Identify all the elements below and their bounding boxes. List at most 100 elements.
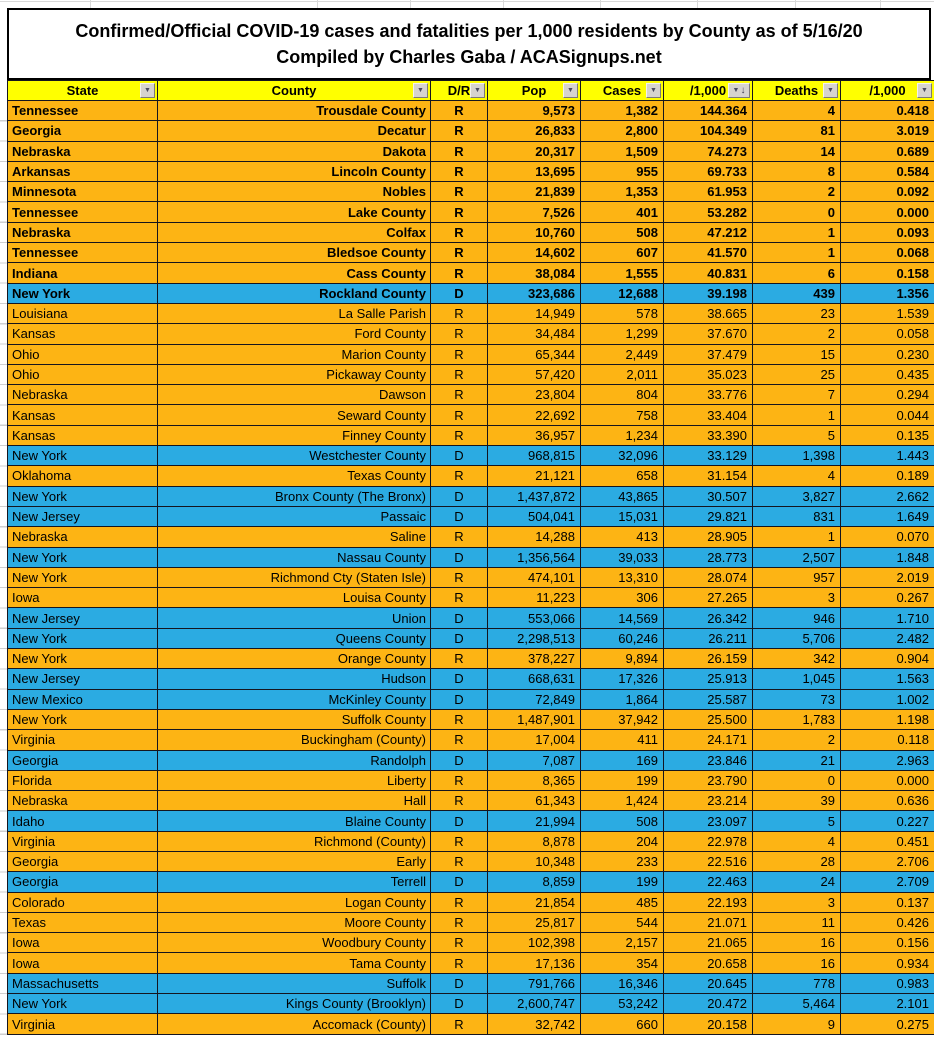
cell-dr[interactable]: R: [431, 527, 488, 547]
cell-deaths[interactable]: 4: [753, 831, 841, 851]
cell-pop[interactable]: 102,398: [488, 933, 581, 953]
cell-cases[interactable]: 508: [581, 811, 664, 831]
cell-deaths[interactable]: 6: [753, 263, 841, 283]
cell-pop[interactable]: 65,344: [488, 344, 581, 364]
cell-state[interactable]: Kansas: [8, 324, 158, 344]
cell-deaths[interactable]: 0: [753, 770, 841, 790]
cell-deaths-per-1000[interactable]: 0.156: [841, 933, 934, 953]
column-header-deaths-per-1000[interactable]: /1,000▼: [841, 81, 934, 101]
cell-state[interactable]: Idaho: [8, 811, 158, 831]
cell-deaths[interactable]: 2: [753, 324, 841, 344]
cell-deaths[interactable]: 1,783: [753, 709, 841, 729]
cell-cases[interactable]: 1,509: [581, 141, 664, 161]
cell-deaths[interactable]: 5: [753, 811, 841, 831]
cell-dr[interactable]: R: [431, 101, 488, 121]
cell-deaths[interactable]: 28: [753, 851, 841, 871]
cell-deaths-per-1000[interactable]: 2.101: [841, 994, 934, 1014]
cell-cases-per-1000[interactable]: 20.158: [664, 1014, 753, 1034]
cell-deaths-per-1000[interactable]: 0.636: [841, 791, 934, 811]
cell-cases-per-1000[interactable]: 41.570: [664, 243, 753, 263]
cell-deaths-per-1000[interactable]: 0.044: [841, 405, 934, 425]
column-header-pop[interactable]: Pop▼: [488, 81, 581, 101]
cell-deaths[interactable]: 439: [753, 283, 841, 303]
cell-cases[interactable]: 660: [581, 1014, 664, 1034]
cell-deaths-per-1000[interactable]: 2.706: [841, 851, 934, 871]
cell-pop[interactable]: 14,949: [488, 303, 581, 323]
cell-cases-per-1000[interactable]: 104.349: [664, 121, 753, 141]
cell-deaths-per-1000[interactable]: 0.983: [841, 973, 934, 993]
cell-state[interactable]: Nebraska: [8, 141, 158, 161]
cell-cases-per-1000[interactable]: 40.831: [664, 263, 753, 283]
cell-deaths-per-1000[interactable]: 0.000: [841, 770, 934, 790]
cell-deaths-per-1000[interactable]: 0.418: [841, 101, 934, 121]
cell-cases[interactable]: 199: [581, 872, 664, 892]
cell-deaths-per-1000[interactable]: 1.710: [841, 608, 934, 628]
cell-dr[interactable]: R: [431, 953, 488, 973]
cell-deaths-per-1000[interactable]: 0.451: [841, 831, 934, 851]
cell-county[interactable]: Nassau County: [158, 547, 431, 567]
column-header-deaths[interactable]: Deaths▼: [753, 81, 841, 101]
cell-dr[interactable]: R: [431, 1014, 488, 1034]
cell-cases-per-1000[interactable]: 53.282: [664, 202, 753, 222]
cell-deaths-per-1000[interactable]: 0.068: [841, 243, 934, 263]
cell-cases[interactable]: 17,326: [581, 669, 664, 689]
cell-pop[interactable]: 553,066: [488, 608, 581, 628]
filter-dropdown-icon[interactable]: ▼: [140, 83, 155, 98]
cell-county[interactable]: Bledsoe County: [158, 243, 431, 263]
cell-deaths-per-1000[interactable]: 0.435: [841, 364, 934, 384]
cell-state[interactable]: New York: [8, 486, 158, 506]
cell-deaths-per-1000[interactable]: 1.002: [841, 689, 934, 709]
cell-dr[interactable]: R: [431, 385, 488, 405]
cell-pop[interactable]: 968,815: [488, 446, 581, 466]
cell-pop[interactable]: 25,817: [488, 912, 581, 932]
cell-pop[interactable]: 72,849: [488, 689, 581, 709]
cell-pop[interactable]: 11,223: [488, 588, 581, 608]
cell-cases[interactable]: 1,864: [581, 689, 664, 709]
cell-state[interactable]: Georgia: [8, 872, 158, 892]
cell-pop[interactable]: 14,288: [488, 527, 581, 547]
cell-cases[interactable]: 508: [581, 222, 664, 242]
cell-dr[interactable]: R: [431, 202, 488, 222]
cell-cases-per-1000[interactable]: 23.790: [664, 770, 753, 790]
cell-cases-per-1000[interactable]: 26.159: [664, 649, 753, 669]
cell-pop[interactable]: 7,087: [488, 750, 581, 770]
cell-dr[interactable]: D: [431, 628, 488, 648]
cell-deaths[interactable]: 957: [753, 567, 841, 587]
cell-dr[interactable]: R: [431, 182, 488, 202]
cell-pop[interactable]: 22,692: [488, 405, 581, 425]
cell-cases[interactable]: 413: [581, 527, 664, 547]
cell-deaths[interactable]: 2: [753, 730, 841, 750]
cell-cases[interactable]: 485: [581, 892, 664, 912]
cell-county[interactable]: Liberty: [158, 770, 431, 790]
cell-deaths[interactable]: 14: [753, 141, 841, 161]
column-header-dr[interactable]: D/R▼: [431, 81, 488, 101]
cell-pop[interactable]: 13,695: [488, 161, 581, 181]
cell-state[interactable]: Colorado: [8, 892, 158, 912]
cell-cases[interactable]: 955: [581, 161, 664, 181]
cell-deaths[interactable]: 778: [753, 973, 841, 993]
cell-cases-per-1000[interactable]: 61.953: [664, 182, 753, 202]
cell-deaths[interactable]: 2: [753, 182, 841, 202]
cell-county[interactable]: Suffolk: [158, 973, 431, 993]
cell-cases[interactable]: 1,424: [581, 791, 664, 811]
cell-county[interactable]: Rockland County: [158, 283, 431, 303]
cell-deaths[interactable]: 7: [753, 385, 841, 405]
cell-cases[interactable]: 32,096: [581, 446, 664, 466]
cell-pop[interactable]: 504,041: [488, 506, 581, 526]
filter-sort-descending-icon[interactable]: ▼↓: [728, 83, 750, 98]
cell-dr[interactable]: R: [431, 141, 488, 161]
cell-pop[interactable]: 23,804: [488, 385, 581, 405]
cell-cases[interactable]: 233: [581, 851, 664, 871]
cell-pop[interactable]: 32,742: [488, 1014, 581, 1034]
cell-cases-per-1000[interactable]: 35.023: [664, 364, 753, 384]
cell-county[interactable]: Passaic: [158, 506, 431, 526]
cell-deaths-per-1000[interactable]: 0.275: [841, 1014, 934, 1034]
cell-deaths[interactable]: 15: [753, 344, 841, 364]
cell-county[interactable]: Dawson: [158, 385, 431, 405]
cell-deaths[interactable]: 3,827: [753, 486, 841, 506]
cell-cases[interactable]: 1,234: [581, 425, 664, 445]
cell-county[interactable]: Texas County: [158, 466, 431, 486]
cell-deaths[interactable]: 5,706: [753, 628, 841, 648]
cell-cases-per-1000[interactable]: 28.074: [664, 567, 753, 587]
cell-state[interactable]: New York: [8, 709, 158, 729]
